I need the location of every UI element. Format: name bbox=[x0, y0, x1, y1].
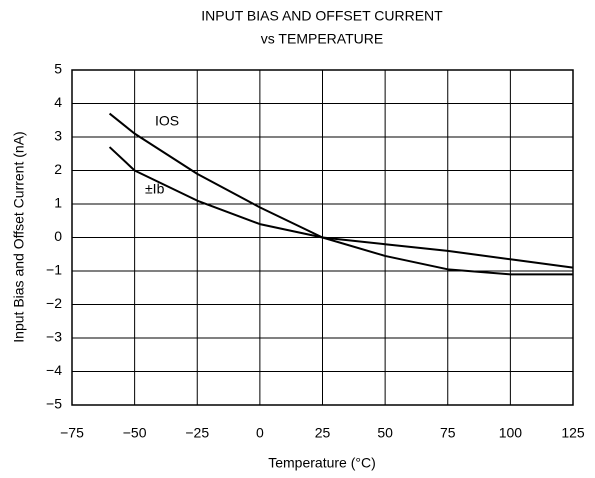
y-tick-label: 0 bbox=[54, 228, 62, 244]
legend-label: ±Ib bbox=[145, 181, 165, 197]
y-tick-label: −5 bbox=[46, 396, 62, 412]
x-tick-label: 0 bbox=[256, 425, 264, 441]
x-axis-label: Temperature (°C) bbox=[268, 455, 376, 471]
x-tick-label: −75 bbox=[60, 425, 84, 441]
y-tick-label: −1 bbox=[46, 262, 62, 278]
line bbox=[108, 146, 574, 269]
y-tick-label: 5 bbox=[54, 61, 62, 77]
legend-label: IOS bbox=[155, 113, 179, 129]
x-tick-label: 25 bbox=[315, 425, 331, 441]
y-tick-label: −4 bbox=[46, 362, 62, 378]
y-tick-label: 3 bbox=[54, 128, 62, 144]
y-tick-label: −2 bbox=[46, 295, 62, 311]
y-tick-label: −3 bbox=[46, 329, 62, 345]
x-tick-label: 100 bbox=[499, 425, 523, 441]
y-axis-label: Input Bias and Offset Current (nA) bbox=[11, 131, 27, 342]
x-tick-label: 125 bbox=[561, 425, 585, 441]
line bbox=[108, 112, 573, 276]
y-tick-label: 4 bbox=[54, 94, 62, 110]
y-tick-label: 1 bbox=[54, 195, 62, 211]
chart-title: vs TEMPERATURE bbox=[261, 31, 383, 47]
x-tick-label: −25 bbox=[185, 425, 209, 441]
chart-title: INPUT BIAS AND OFFSET CURRENT bbox=[201, 8, 443, 24]
x-tick-label: −50 bbox=[123, 425, 147, 441]
x-tick-label: 75 bbox=[440, 425, 456, 441]
y-tick-label: 2 bbox=[54, 161, 62, 177]
x-tick-label: 50 bbox=[377, 425, 393, 441]
